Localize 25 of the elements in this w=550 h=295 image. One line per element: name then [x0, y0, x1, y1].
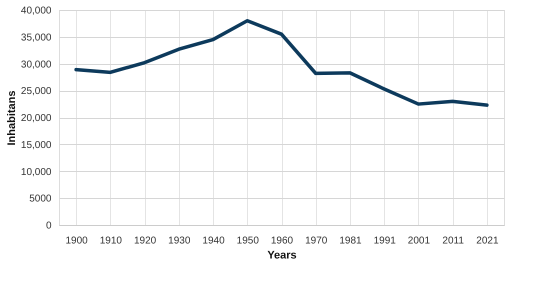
line-series: [74, 19, 489, 107]
y-tick-label: 15,000: [20, 140, 52, 151]
x-tick-label: 1950: [236, 236, 260, 246]
x-tick-label: 1920: [134, 236, 157, 246]
y-tick-label: 20,000: [20, 113, 52, 124]
y-tick-label: 30,000: [20, 59, 52, 70]
y-tick-label: 40,000: [20, 6, 52, 16]
y-tick-label: 25,000: [20, 86, 52, 98]
x-tick-label: 1981: [339, 236, 362, 246]
x-tick-label: 2021: [476, 236, 499, 246]
x-tick-label: 1991: [374, 236, 396, 246]
y-tick-label: 35,000: [20, 32, 52, 44]
y-axis-title: Inhabitans: [6, 90, 18, 146]
x-tick-label: 1910: [100, 236, 122, 246]
y-tick-label: 10,000: [20, 166, 52, 178]
x-tick-label: 1900: [65, 236, 88, 246]
y-tick-label: 0: [46, 220, 52, 232]
x-tick-label: 1960: [270, 236, 294, 246]
y-tick-label: 5000: [29, 194, 52, 205]
x-tick-label: 1940: [202, 236, 226, 246]
x-tick-label: 1930: [168, 236, 191, 246]
x-tick-label: 2001: [408, 236, 430, 246]
x-axis-title: Years: [267, 250, 297, 262]
x-tick-label: 2011: [442, 236, 464, 246]
x-tick-label: 1970: [305, 236, 328, 246]
